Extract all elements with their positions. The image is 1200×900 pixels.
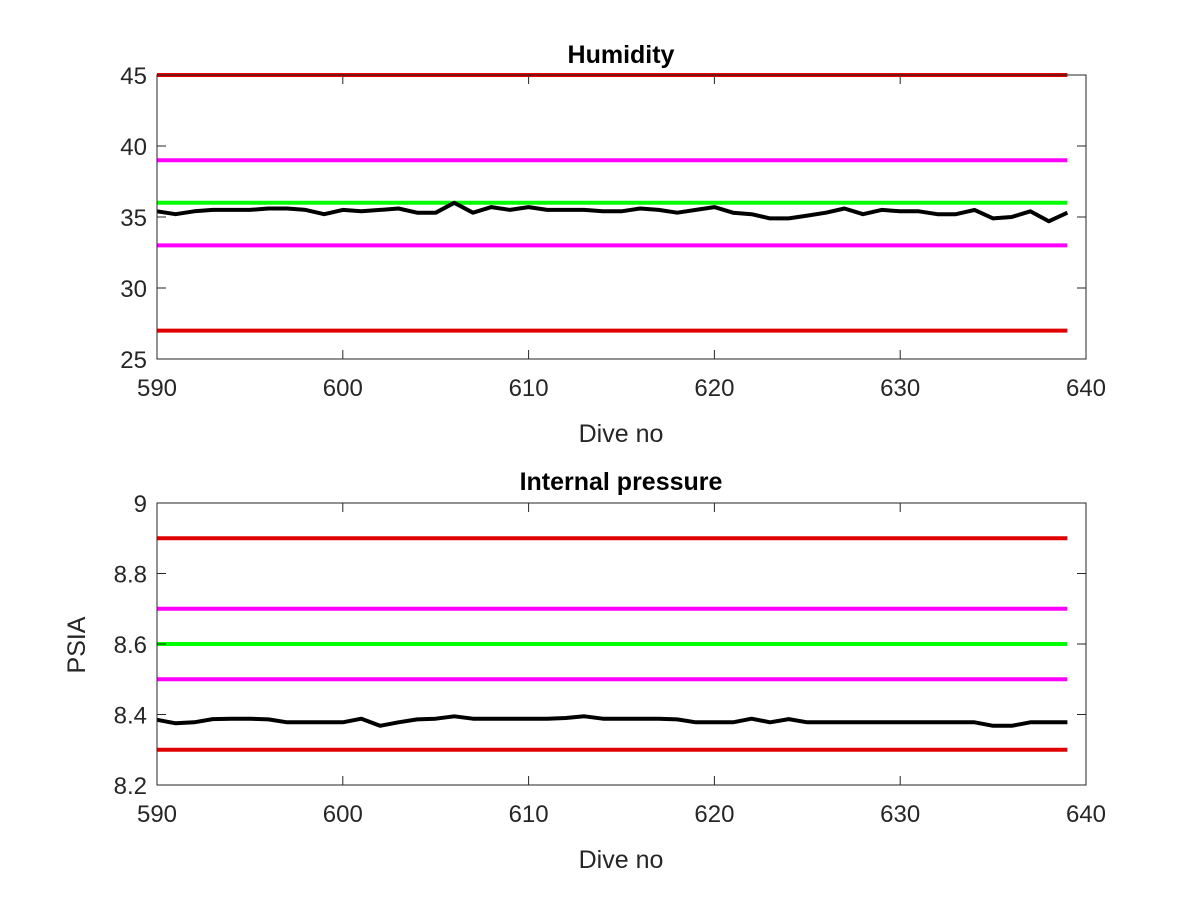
chart-title: Internal pressure [520, 468, 723, 496]
x-tick-label: 630 [880, 801, 920, 828]
chart-title: Humidity [568, 41, 675, 69]
y-tick-label: 25 [120, 347, 147, 374]
plot-area: 590 600 610 620 630 640 8.2 8.4 8.6 8.8 9 [114, 491, 1106, 828]
y-tick-label: 9 [134, 491, 147, 518]
x-tick-label: 610 [509, 801, 549, 828]
data-series-line [156, 200, 1069, 224]
y-tick-label: 8.4 [114, 703, 147, 730]
x-tick-label: 640 [1066, 375, 1106, 402]
x-tick-label: 620 [694, 801, 734, 828]
y-axis-label: PSIA [63, 616, 91, 673]
internal-pressure-chart: Internal pressure 590 600 610 620 630 640 8.2 8… [63, 468, 1106, 874]
x-tick-label: 590 [137, 801, 177, 828]
data-series-line [156, 714, 1068, 728]
y-tick-label: 8.8 [114, 562, 147, 589]
x-tick-label: 610 [509, 375, 549, 402]
x-tick-label: 640 [1066, 801, 1106, 828]
y-tick-label: 8.2 [114, 773, 147, 800]
x-axis-label: Dive no [579, 846, 664, 874]
humidity-chart: Humidity 590 600 610 620 630 640 25 30 35 40 45 Di… [120, 41, 1106, 448]
x-tick-label: 600 [323, 375, 363, 402]
x-tick-label: 620 [694, 375, 734, 402]
x-tick-label: 600 [323, 801, 363, 828]
x-tick-label: 630 [880, 375, 920, 402]
plot-area: 590 600 610 620 630 640 25 30 35 40 45 [120, 63, 1106, 402]
y-tick-label: 45 [120, 63, 147, 90]
y-tick-label: 40 [120, 134, 147, 161]
x-axis-label: Dive no [579, 420, 664, 448]
x-tick-label: 590 [137, 375, 177, 402]
y-tick-label: 8.6 [114, 632, 147, 659]
y-tick-label: 30 [120, 276, 147, 303]
y-tick-label: 35 [120, 205, 147, 232]
